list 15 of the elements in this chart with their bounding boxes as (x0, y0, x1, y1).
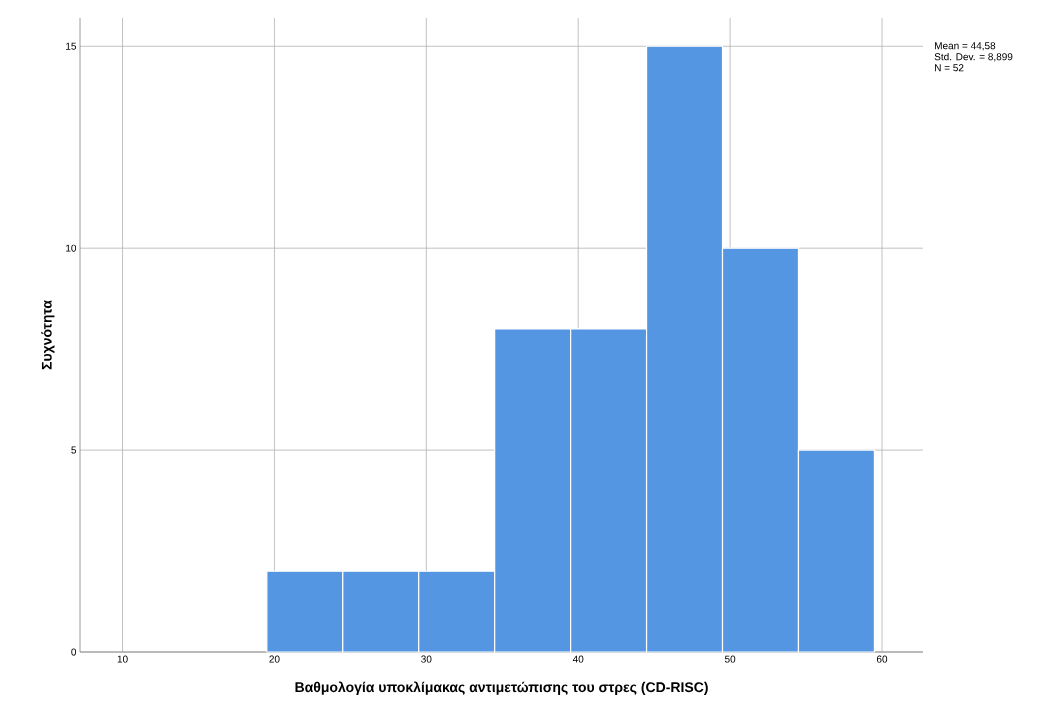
y-tick-label: 15 (66, 42, 77, 50)
y-axis-title: Συχνότητα (41, 300, 55, 370)
x-tick-label: 50 (724, 655, 736, 663)
text: N = 52 (935, 64, 964, 72)
x-tick-label: 30 (421, 655, 432, 663)
x-tick-label: 40 (572, 655, 584, 663)
y-tick-label: 5 (71, 446, 77, 454)
y-tick-label: 10 (66, 244, 77, 252)
x-tick-label: 10 (117, 655, 128, 663)
text: Mean = 44,58 (935, 42, 996, 51)
text: Std. Dev. = 8,899 (934, 52, 1013, 62)
x-tick-label: 60 (876, 655, 888, 663)
x-axis-title: Βαθμολογία υποκλίμακας αντιμετώπισης του στρες (CD-RISC) (295, 681, 708, 695)
y-tick-label: 0 (71, 648, 77, 656)
x-tick-label: 20 (269, 655, 280, 663)
